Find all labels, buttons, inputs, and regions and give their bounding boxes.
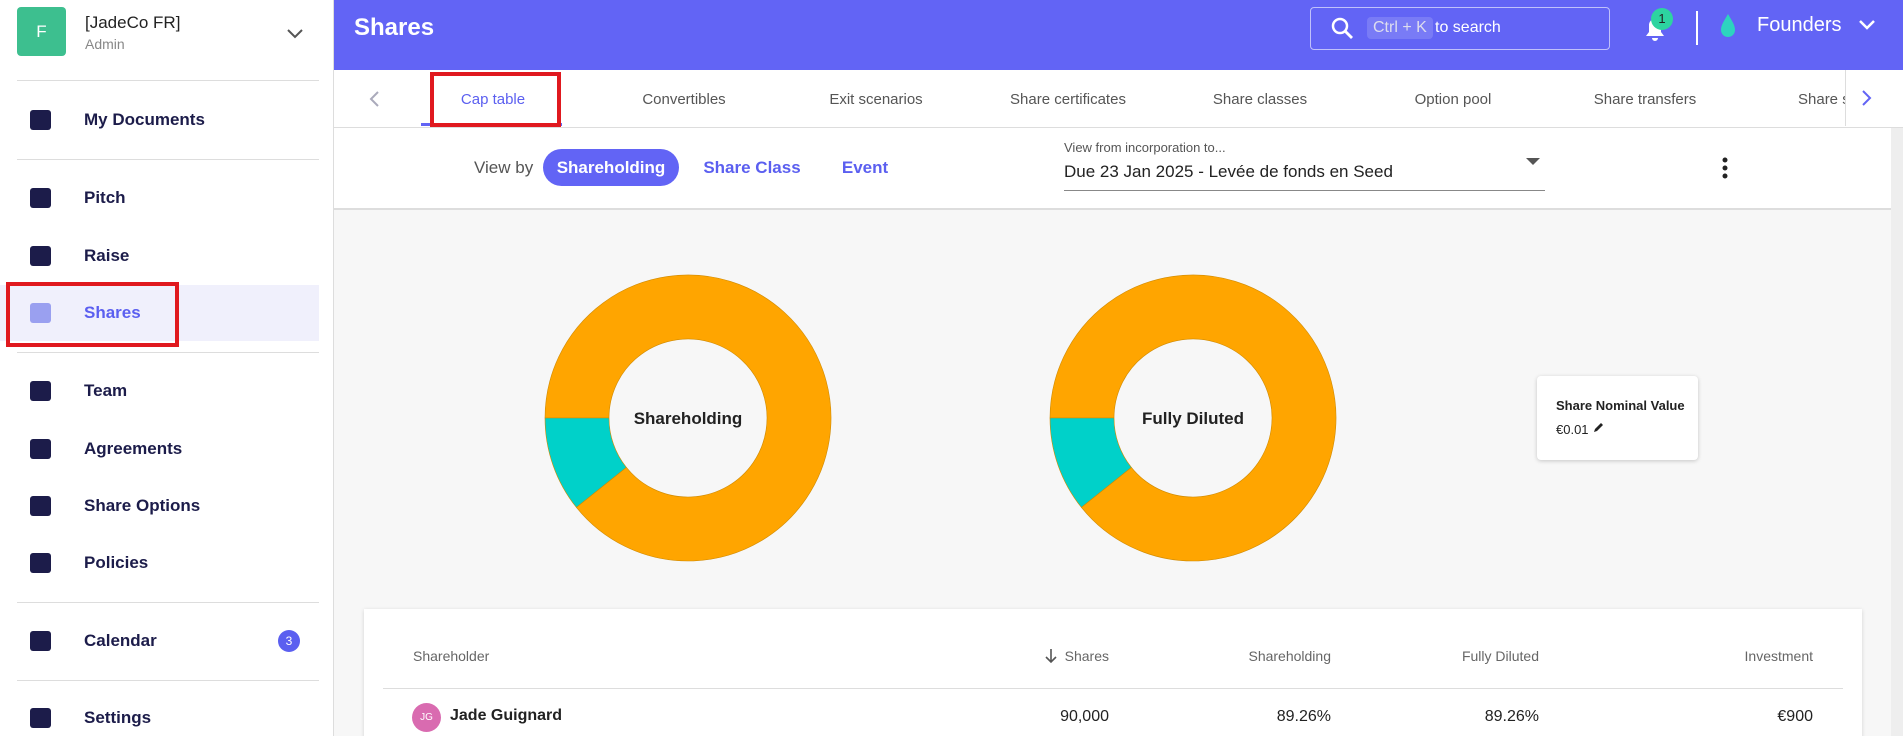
column-header[interactable]: Investment (1744, 648, 1813, 664)
active-nav-bg (0, 285, 319, 341)
donut-segment (1049, 417, 1132, 508)
nav-icon (30, 188, 51, 208)
nav-icon (30, 303, 51, 323)
nav-item[interactable]: Raise (84, 246, 130, 265)
cell: 90,000 (1060, 708, 1109, 725)
search-box[interactable]: Ctrl + K to search (1310, 7, 1610, 50)
tab[interactable]: Share certificates (1010, 91, 1126, 108)
divider (17, 602, 319, 603)
nav-item[interactable]: Pitch (84, 188, 126, 207)
nav-item[interactable]: Team (84, 381, 128, 400)
view-by-label: View by (474, 158, 534, 177)
nav-icon (30, 381, 51, 401)
timeline-caret[interactable] (1526, 158, 1540, 166)
page-title: Shares (354, 14, 435, 41)
donut-label: Shareholding (634, 409, 743, 428)
nav-item[interactable]: Calendar (84, 631, 157, 650)
edit-icon[interactable] (1593, 421, 1605, 433)
workspace-name[interactable]: Founders (1757, 14, 1842, 36)
notification-badge: 1 (1651, 8, 1673, 30)
nominal-card: Share Nominal Value €0.01 (1537, 376, 1698, 460)
nav-icon (30, 631, 51, 651)
nav-icon (30, 246, 51, 266)
timeline-label: View from incorporation to... (1064, 140, 1226, 155)
search-shortcut: Ctrl + K (1367, 17, 1433, 39)
tab[interactable]: Convertibles (642, 91, 726, 108)
timeline-underline (1064, 190, 1545, 191)
company-avatar: F (17, 7, 66, 56)
search-icon (1331, 17, 1353, 39)
nav-icon (30, 708, 51, 728)
cell: 89.26% (1484, 708, 1539, 725)
divider (17, 159, 319, 160)
cell: €900 (1777, 708, 1813, 725)
nav-item[interactable]: Settings (84, 708, 152, 727)
top-bar: Shares Ctrl + K to search 1 Founders (334, 0, 1903, 70)
view-option[interactable]: Event (841, 158, 889, 177)
view-option[interactable]: Shareholding (556, 158, 666, 177)
column-header[interactable]: Shares (1064, 648, 1109, 664)
nav-icon (30, 439, 51, 459)
shareholder-name[interactable]: Jade Guignard (450, 707, 563, 724)
view-option[interactable]: Share Class (703, 158, 801, 177)
tab-bar: Cap table Convertibles Exit scenarios Share… (334, 70, 1903, 128)
row-divider (383, 688, 1843, 689)
workspace-icon (1721, 14, 1735, 37)
cap-table: Shareholder Shares Shareholding Fully Di… (364, 609, 1862, 736)
nav-item[interactable]: Agreements (84, 439, 183, 458)
column-header[interactable]: Shareholder (413, 648, 490, 664)
nav-icon (30, 496, 51, 516)
nav-item[interactable]: Shares (84, 303, 141, 322)
scrollbar (1891, 128, 1903, 736)
cell: 89.26% (1276, 708, 1331, 725)
search-placeholder: to search (1435, 19, 1501, 36)
nav-icon (30, 553, 51, 573)
donut-segment (544, 274, 832, 562)
divider (17, 80, 319, 81)
tab[interactable]: Share transfers (1593, 91, 1697, 108)
donut-segment (544, 417, 627, 508)
company-chevron[interactable] (286, 28, 304, 40)
company-name: [JadeCo FR] (85, 13, 181, 32)
tab[interactable]: Option pool (1414, 91, 1492, 108)
tab[interactable]: Cap table (460, 91, 526, 108)
sort-icon (1045, 649, 1057, 664)
column-header[interactable]: Fully Diluted (1461, 648, 1539, 664)
nav-badge: 3 (278, 630, 300, 652)
more-menu[interactable] (1721, 156, 1729, 180)
tabs-prev[interactable] (368, 90, 380, 108)
company-role: Admin (85, 36, 125, 52)
divider (1696, 11, 1698, 45)
nav-item[interactable]: My Documents (84, 110, 205, 129)
divider (17, 680, 319, 681)
avatar: JG (412, 703, 441, 732)
tab[interactable]: Exit scenarios (829, 91, 923, 108)
workspace-chevron[interactable] (1858, 19, 1876, 31)
column-header[interactable]: Shareholding (1248, 648, 1331, 664)
nav-icon (30, 110, 51, 130)
tabs-next-icon (1862, 90, 1872, 106)
view-bar: View by Shareholding Share Class Event V… (334, 128, 1891, 210)
nominal-title: Share Nominal Value (1556, 398, 1685, 413)
view-option-active[interactable] (543, 149, 679, 186)
tabs-next[interactable] (1845, 70, 1888, 126)
divider (17, 352, 319, 353)
donut-label: Fully Diluted (1142, 409, 1244, 428)
nav-item[interactable]: Policies (84, 553, 149, 572)
donut-segment (1049, 274, 1337, 562)
nav-item[interactable]: Share Options (84, 496, 201, 515)
sidebar: F [JadeCo FR] Admin My Documents Pitch Rai… (0, 0, 334, 736)
timeline-value[interactable]: Due 23 Jan 2025 - Levée de fonds en Seed (1064, 162, 1393, 181)
charts-area: Shareholding Fully Diluted (544, 274, 1337, 562)
highlight-box (6, 282, 179, 347)
highlight-box (430, 72, 561, 127)
tab[interactable]: Share s (1798, 91, 1850, 108)
tab[interactable]: Share classes (1212, 91, 1308, 108)
nominal-value: €0.01 (1556, 422, 1589, 437)
